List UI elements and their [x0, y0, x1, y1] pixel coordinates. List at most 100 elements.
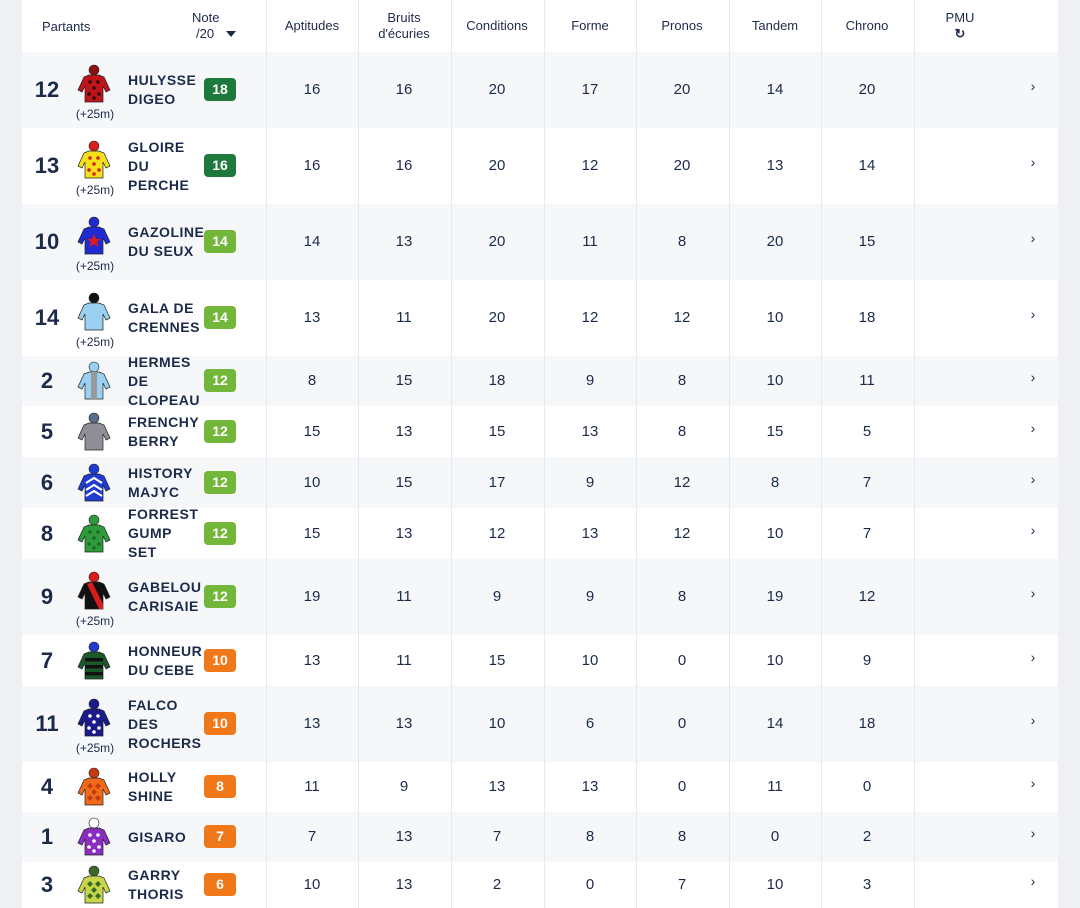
header-aptitudes[interactable]: Aptitudes	[284, 18, 340, 33]
header-forme[interactable]: Forme	[571, 18, 609, 33]
note-badge: 12	[204, 585, 236, 608]
chevron-right-icon[interactable]: ›	[1030, 306, 1036, 322]
jersey-icon	[77, 216, 111, 255]
chrono-value: 5	[862, 422, 872, 440]
chevron-right-icon[interactable]: ›	[1030, 648, 1036, 665]
table-header: Partants Note /20 Aptitudes Bruits d'écur…	[22, 0, 1058, 52]
table-row[interactable]: 12 (+25m) HULYSSE DIGEO 18 16 16 20 17 20 14 20 ›	[22, 52, 1058, 128]
note-badge: 16	[204, 154, 236, 177]
forme-value: 0	[585, 876, 595, 893]
table-row[interactable]: 5 FRENCHY BERRY 12 15 13 15 13 8 15 5 ›	[22, 406, 1058, 457]
handicap-label: (+25m)	[75, 259, 115, 273]
jersey-icon	[77, 767, 111, 806]
horse-name[interactable]: HULYSSE DIGEO	[128, 71, 208, 109]
table-row[interactable]: 4 HOLLY SHINE 8 11 9 13 13 0 11 0 ›	[22, 762, 1058, 812]
tandem-value: 8	[770, 473, 780, 491]
divider	[914, 0, 915, 908]
horse-number: 4	[40, 774, 54, 799]
header-bruits[interactable]: Bruits d'écuries	[378, 10, 430, 41]
table-row[interactable]: 14 (+25m) GALA DE CRENNES 14 13 11 20 12 12 10 18 ›	[22, 280, 1058, 356]
chevron-right-icon[interactable]: ›	[1030, 873, 1036, 889]
horse-name-line: FALCO	[128, 696, 178, 713]
aptitudes-value: 13	[303, 651, 321, 669]
handicap-label: (+25m)	[75, 107, 115, 121]
horse-name[interactable]: GALA DE CRENNES	[128, 299, 208, 337]
chrono-value: 3	[862, 876, 872, 893]
table-row[interactable]: 8 FORREST GUMP SET 12 15 13 12 13 12 10 7 ›	[22, 505, 1058, 562]
header-chrono[interactable]: Chrono	[845, 18, 889, 33]
table-row[interactable]: 1 GISARO 7 7 13 7 8 8 0 2 ›	[22, 812, 1058, 862]
horse-name[interactable]: GISARO	[128, 828, 208, 847]
table-row[interactable]: 9 (+25m) GABELOU CARISAIE 12 19 11 9 9 8 19 12 ›	[22, 559, 1058, 635]
divider	[821, 0, 822, 908]
partants-table: 12 (+25m) HULYSSE DIGEO 18 16 16 20 17 20 14 20 › 13(…	[22, 0, 1058, 908]
horse-name-line: FORREST	[128, 506, 199, 522]
table-row[interactable]: 2 HERMES DE CLOPEAU 12 8 15 18 9 8 10 11 ›	[22, 354, 1058, 408]
divider	[636, 0, 637, 908]
chevron-right-icon[interactable]: ›	[1030, 369, 1036, 385]
aptitudes-value: 8	[307, 372, 317, 389]
aptitudes-value: 15	[303, 524, 321, 542]
note-badge: 12	[204, 419, 236, 443]
chevron-right-icon[interactable]: ›	[1030, 585, 1036, 601]
bruits-value: 11	[396, 651, 412, 669]
aptitudes-value: 15	[303, 422, 321, 440]
jersey	[74, 463, 114, 503]
jersey-icon	[77, 412, 111, 450]
table-row[interactable]: 6 HISTORY MAJYC 12 10 15 17 9 12 8 7 ›	[22, 457, 1058, 508]
chevron-right-icon[interactable]: ›	[1030, 825, 1036, 841]
horse-name-line: HOLLY	[128, 769, 177, 785]
note-badge: 18	[204, 78, 236, 101]
horse-name[interactable]: GABELOU CARISAIE	[128, 578, 208, 616]
tandem-value: 19	[766, 588, 784, 605]
tandem-value: 14	[766, 81, 784, 98]
header-pmu[interactable]: PMU ↻	[945, 10, 975, 41]
note-badge: 10	[204, 648, 236, 672]
chevron-right-icon[interactable]: ›	[1030, 230, 1036, 246]
aptitudes-value: 16	[303, 81, 321, 98]
horse-name[interactable]: GLOIRE DU PERCHE	[128, 138, 208, 195]
table-row[interactable]: 10 (+25m) GAZOLINE DU SEUX 14 14 13 20 11 8 20 15 ›	[22, 204, 1058, 280]
chrono-value: 2	[862, 828, 872, 845]
header-conditions[interactable]: Conditions	[466, 18, 528, 33]
horse-name[interactable]: HOLLY SHINE	[128, 768, 208, 806]
jersey	[74, 865, 114, 905]
forme-value: 12	[581, 157, 599, 174]
bruits-value: 15	[395, 372, 413, 389]
conditions-value: 18	[488, 372, 506, 389]
horse-name[interactable]: FORREST GUMP SET	[128, 505, 208, 562]
horse-number: 14	[34, 305, 60, 330]
chrono-value: 18	[858, 309, 876, 326]
horse-name[interactable]: HISTORY MAJYC	[128, 464, 208, 502]
horse-name[interactable]: GARRY THORIS	[128, 866, 208, 904]
jersey	[74, 514, 114, 554]
horse-name-line: SHINE	[128, 788, 174, 804]
chevron-right-icon[interactable]: ›	[1030, 419, 1036, 436]
header-pronos[interactable]: Pronos	[661, 18, 703, 33]
chevron-right-icon[interactable]: ›	[1030, 521, 1036, 538]
horse-name[interactable]: GAZOLINE DU SEUX	[128, 223, 208, 261]
jersey	[74, 292, 114, 332]
header-note-sort[interactable]: Note /20	[174, 0, 266, 52]
horse-name[interactable]: FRENCHY BERRY	[128, 413, 208, 451]
chevron-right-icon[interactable]: ›	[1030, 712, 1036, 728]
chevron-right-icon[interactable]: ›	[1030, 470, 1036, 487]
horse-name-line: GUMP	[128, 525, 172, 541]
horse-name[interactable]: HONNEUR DU CEBE	[128, 642, 208, 680]
header-tandem[interactable]: Tandem	[751, 18, 799, 33]
jersey-icon	[77, 865, 111, 904]
table-row[interactable]: 7 HONNEUR DU CEBE 10 13 11 15 10 0 10 9 ›	[22, 635, 1058, 686]
horse-name[interactable]: FALCO DES ROCHERS	[128, 696, 208, 753]
conditions-value: 17	[488, 473, 506, 491]
chevron-right-icon[interactable]: ›	[1030, 78, 1036, 94]
table-row[interactable]: 13 (+25m) GLOIRE DU PERCHE 16 16 16 20 12 20 13 14 ›	[22, 128, 1058, 204]
table-row[interactable]: 3 GARRY THORIS 6 10 13 2 0 7 10 3 ›	[22, 862, 1058, 908]
bruits-value: 13	[395, 715, 413, 732]
chevron-right-icon[interactable]: ›	[1030, 154, 1036, 170]
horse-name-line: DU SEUX	[128, 243, 194, 259]
jersey	[74, 698, 114, 738]
table-row[interactable]: 11 (+25m) FALCO DES ROCHERS 10 13 13 10 6 0 14 18 ›	[22, 686, 1058, 762]
horse-name[interactable]: HERMES DE CLOPEAU	[128, 353, 208, 410]
chevron-right-icon[interactable]: ›	[1030, 775, 1036, 791]
aptitudes-value: 13	[303, 715, 321, 732]
